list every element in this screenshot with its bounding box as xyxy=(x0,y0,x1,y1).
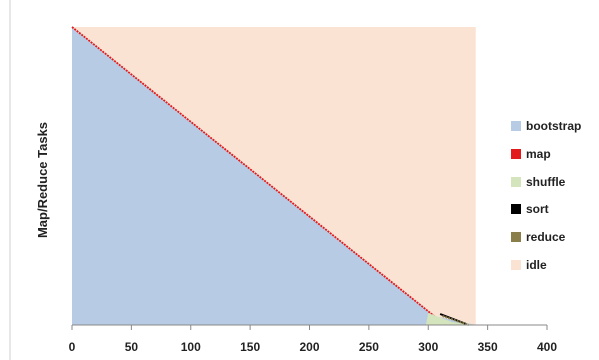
legend-label-reduce: reduce xyxy=(526,230,566,244)
x-tick-label: 250 xyxy=(359,340,379,354)
legend-label-map: map xyxy=(526,147,551,161)
legend-swatch-sort xyxy=(511,204,521,214)
legend-label-sort: sort xyxy=(526,202,549,216)
legend-swatch-shuffle xyxy=(511,177,521,187)
map-band xyxy=(71,26,435,317)
legend-swatch-bootstrap xyxy=(511,121,521,131)
legend-label-idle: idle xyxy=(526,258,547,272)
x-tick-label: 0 xyxy=(69,340,76,354)
legend-swatch-idle xyxy=(511,260,521,270)
legend-swatch-reduce xyxy=(511,232,521,242)
x-tick-label: 50 xyxy=(125,340,139,354)
y-axis-title: Map/Reduce Tasks xyxy=(35,122,50,238)
x-tick-label: 100 xyxy=(181,340,201,354)
x-axis: 0 50 100 150 200 250 300 350 400 xyxy=(69,324,557,354)
shuffle-area xyxy=(425,313,476,325)
legend-label-bootstrap: bootstrap xyxy=(526,119,581,133)
legend-label-shuffle: shuffle xyxy=(526,175,566,189)
bootstrap-area xyxy=(72,27,476,325)
x-tick-label: 150 xyxy=(240,340,260,354)
x-tick-label: 350 xyxy=(478,340,498,354)
x-tick-label: 400 xyxy=(537,340,557,354)
x-tick-label: 300 xyxy=(418,340,438,354)
legend-swatch-map xyxy=(511,149,521,159)
plot-area xyxy=(71,26,476,326)
legend: bootstrap map shuffle sort reduce idle xyxy=(511,119,581,272)
x-tick-label: 200 xyxy=(299,340,319,354)
reduce-band xyxy=(442,315,469,326)
